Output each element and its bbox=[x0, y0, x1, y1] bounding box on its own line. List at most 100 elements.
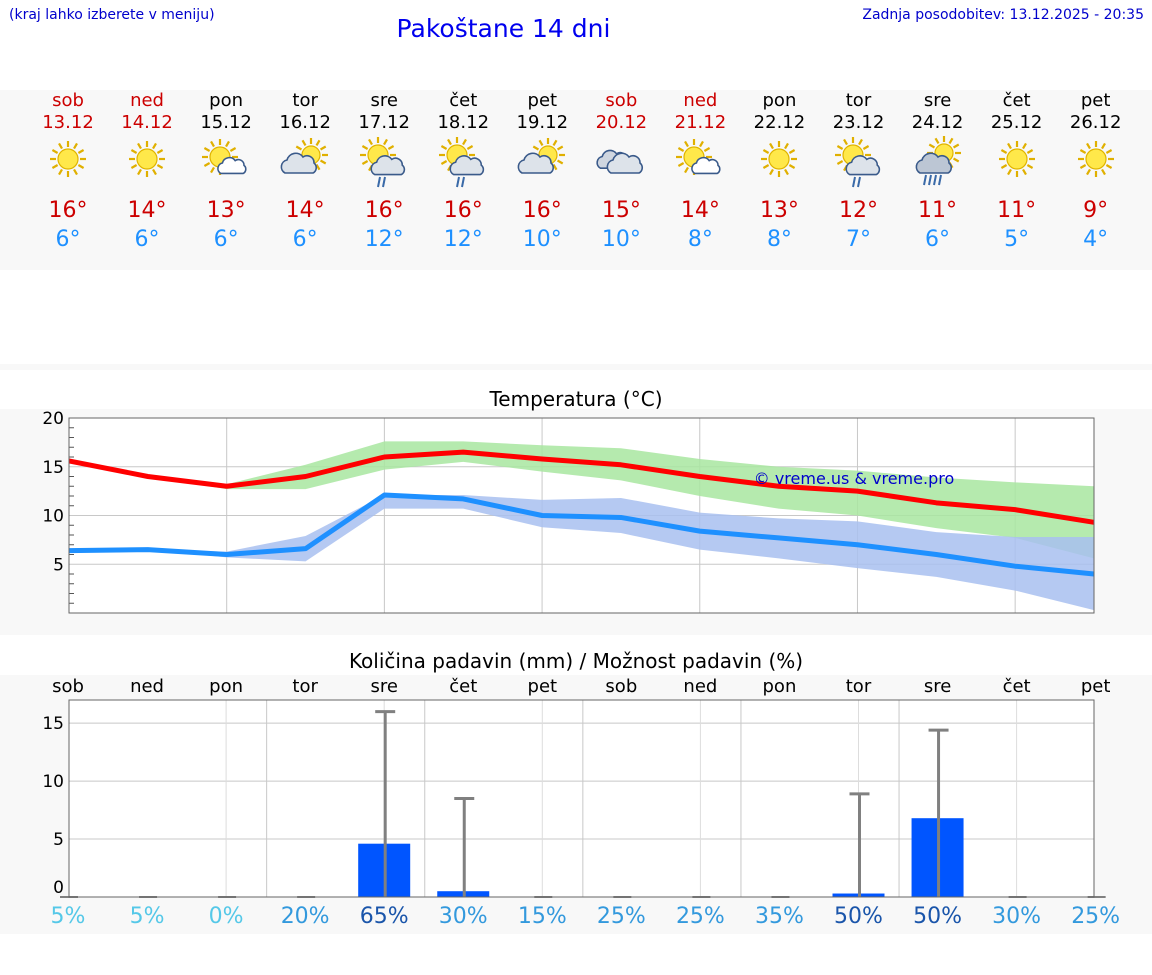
day-date: 16.12 bbox=[279, 112, 331, 133]
sun-cloud-icon bbox=[202, 139, 247, 175]
sun-rain-icon bbox=[834, 137, 880, 188]
precipitation-probability: 65% bbox=[359, 904, 409, 929]
min-temperature: 12° bbox=[443, 227, 483, 252]
location-hint[interactable]: (kraj lahko izberete v meniju) bbox=[9, 7, 215, 23]
precipitation-day-label: tor bbox=[845, 676, 872, 697]
y-tick-label: 20 bbox=[42, 409, 64, 429]
day-date: 23.12 bbox=[832, 112, 885, 133]
y-tick-label: 10 bbox=[42, 507, 64, 527]
max-temperature: 11° bbox=[997, 198, 1037, 223]
cloud-rain-icon bbox=[915, 136, 961, 186]
day-name: sre bbox=[923, 90, 952, 111]
min-temperature: 7° bbox=[846, 227, 871, 252]
day-name: sre bbox=[370, 90, 398, 111]
precipitation-probability: 25% bbox=[675, 904, 725, 929]
max-temperature: 14° bbox=[285, 198, 325, 223]
precipitation-probability: 5% bbox=[50, 904, 86, 929]
cloudy-icon bbox=[596, 149, 644, 174]
max-temperature: 14° bbox=[680, 198, 720, 223]
precipitation-chart-title: Količina padavin (mm) / Možnost padavin … bbox=[348, 649, 804, 673]
precipitation-probability: 0% bbox=[208, 904, 244, 929]
precipitation-day-label: čet bbox=[1002, 676, 1031, 697]
day-date: 18.12 bbox=[437, 112, 490, 133]
min-temperature: 4° bbox=[1083, 227, 1109, 252]
forecast-strip-background bbox=[0, 90, 1152, 270]
precipitation-day-label: pet bbox=[1080, 676, 1111, 697]
max-temperature: 15° bbox=[601, 198, 641, 223]
min-temperature: 6° bbox=[213, 227, 239, 252]
day-name: ned bbox=[130, 90, 164, 111]
precipitation-day-label: čet bbox=[449, 676, 478, 697]
day-name: tor bbox=[845, 90, 872, 111]
precipitation-probability: 20% bbox=[280, 904, 330, 929]
day-name: tor bbox=[292, 90, 318, 111]
day-name: pon bbox=[762, 90, 797, 111]
min-temperature: 10° bbox=[601, 227, 641, 252]
precipitation-day-label: sre bbox=[923, 676, 952, 697]
y-tick-label: 5 bbox=[53, 830, 64, 850]
min-range-band bbox=[69, 495, 1094, 611]
last-updated: Zadnja posodobitev: 13.12.2025 - 20:35 bbox=[862, 7, 1144, 23]
plot-frame bbox=[68, 417, 1095, 614]
max-temperature: 16° bbox=[443, 198, 483, 223]
day-name: čet bbox=[1002, 90, 1031, 111]
day-date: 21.12 bbox=[674, 112, 727, 133]
y-tick-label: 10 bbox=[42, 772, 64, 792]
min-temperature: 5° bbox=[1004, 227, 1030, 252]
precipitation-probability: 25% bbox=[1071, 904, 1121, 929]
y-tick-label: 15 bbox=[42, 458, 64, 478]
day-date: 17.12 bbox=[358, 112, 410, 133]
max-temperature: 16° bbox=[48, 198, 88, 223]
precipitation-probability: 35% bbox=[754, 904, 804, 929]
y-tick-label: 5 bbox=[53, 555, 64, 575]
precipitation-day-label: ned bbox=[683, 676, 718, 697]
precipitation-day-label: sob bbox=[52, 676, 84, 697]
sunny-icon bbox=[129, 141, 166, 177]
temperature-chart-title: Temperatura (°C) bbox=[489, 387, 663, 411]
watermark: © vreme.us & vreme.pro bbox=[754, 469, 955, 488]
precipitation-day-label: sob bbox=[605, 676, 638, 697]
day-date: 15.12 bbox=[200, 112, 252, 133]
max-temperature: 12° bbox=[839, 198, 878, 223]
sunny-icon bbox=[761, 141, 798, 177]
day-date: 25.12 bbox=[990, 112, 1043, 133]
precipitation-probability: 15% bbox=[517, 904, 567, 929]
min-temperature: 8° bbox=[766, 227, 792, 252]
max-temperature: 14° bbox=[127, 198, 167, 223]
sun-cloud-icon bbox=[676, 139, 721, 175]
precipitation-probability: 50% bbox=[913, 904, 962, 929]
day-date: 24.12 bbox=[911, 112, 964, 133]
min-temperature-line bbox=[68, 492, 1095, 577]
plot-frame bbox=[68, 699, 1095, 898]
day-name: pet bbox=[527, 90, 558, 111]
precipitation-probability: 30% bbox=[438, 904, 488, 929]
precipitation-probability: 30% bbox=[992, 904, 1042, 929]
precipitation-probability: 5% bbox=[129, 904, 165, 929]
precipitation-day-label: pon bbox=[762, 676, 797, 697]
day-date: 26.12 bbox=[1069, 112, 1122, 133]
precipitation-day-label: ned bbox=[130, 676, 164, 697]
cloud-sun-icon bbox=[280, 138, 329, 174]
sunny-icon bbox=[1077, 141, 1114, 177]
precipitation-probability: 25% bbox=[596, 904, 646, 929]
precipitation-day-label: sre bbox=[370, 676, 398, 697]
max-temperature: 11° bbox=[918, 198, 958, 223]
min-temperature: 6° bbox=[292, 227, 318, 252]
y-tick-label: 0 bbox=[53, 878, 64, 898]
day-name: pet bbox=[1080, 90, 1111, 111]
day-date: 19.12 bbox=[516, 112, 569, 133]
cloud-sun-icon bbox=[517, 138, 566, 174]
day-name: ned bbox=[683, 90, 718, 111]
min-temperature: 6° bbox=[55, 227, 81, 252]
max-temperature: 16° bbox=[522, 198, 562, 223]
day-date: 22.12 bbox=[753, 112, 806, 133]
min-temperature: 6° bbox=[925, 227, 951, 252]
min-temperature: 6° bbox=[134, 227, 160, 252]
max-temperature: 13° bbox=[759, 198, 799, 223]
page-title: Pakoštane 14 dni bbox=[396, 14, 611, 43]
sun-rain-icon bbox=[439, 137, 485, 188]
precipitation-day-label: pet bbox=[527, 676, 558, 697]
day-name: pon bbox=[209, 90, 244, 111]
sunny-icon bbox=[998, 141, 1035, 177]
